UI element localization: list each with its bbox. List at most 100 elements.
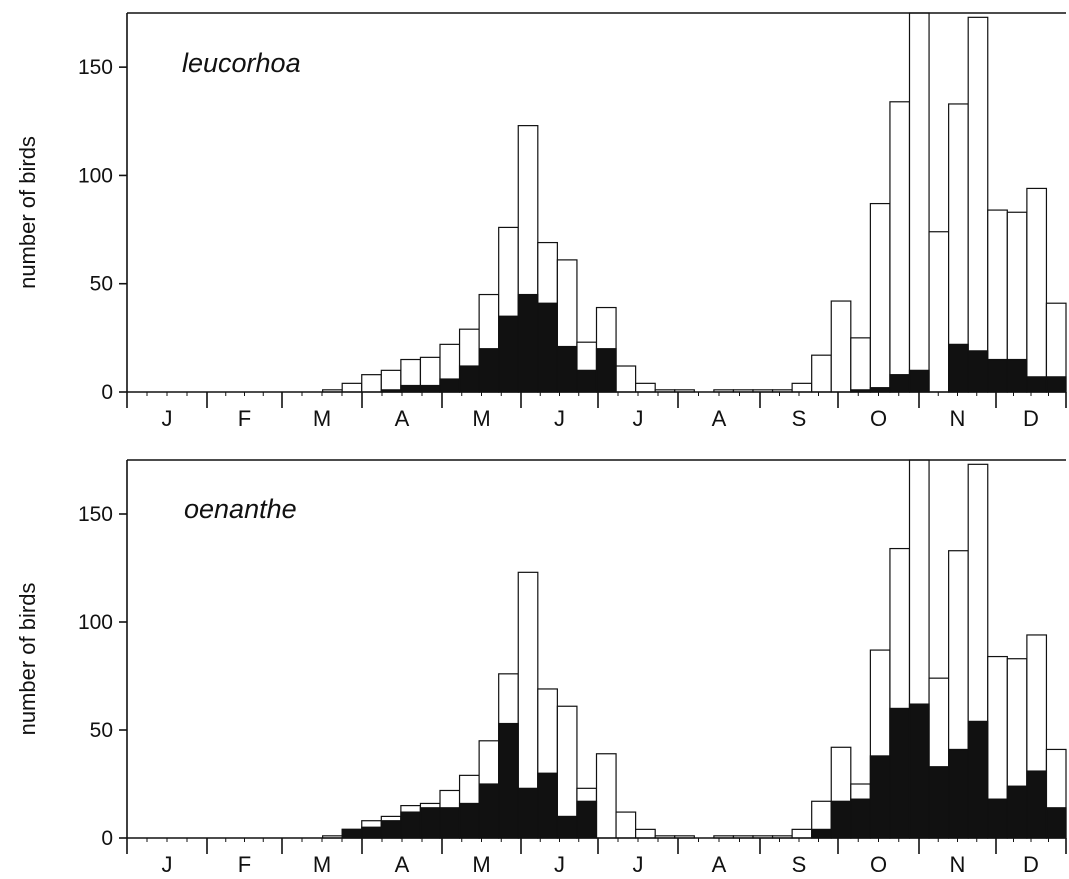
bar-subset	[478, 783, 500, 839]
bar-subset	[419, 384, 441, 393]
bar-subset	[419, 807, 441, 839]
bar-subset	[1006, 785, 1028, 839]
bar-subset	[967, 350, 989, 393]
bar-total	[830, 300, 852, 393]
y-tick-label: 50	[90, 719, 113, 742]
month-label: O	[870, 406, 887, 431]
bar-total	[595, 753, 617, 839]
bar-total	[889, 101, 911, 393]
bar-subset	[908, 369, 930, 393]
bar-subset	[400, 811, 422, 839]
month-label: A	[712, 406, 727, 431]
month-label: S	[792, 406, 807, 431]
month-label: N	[950, 852, 966, 874]
bar-total	[811, 354, 832, 393]
bar-subset	[1026, 376, 1048, 393]
month-label: J	[633, 406, 644, 431]
bar-subset	[478, 348, 500, 393]
month-label: J	[162, 852, 173, 874]
bar-subset	[850, 798, 871, 839]
y-tick-label: 0	[101, 381, 113, 404]
month-label: J	[633, 852, 644, 874]
month-label: A	[395, 852, 410, 874]
bar-total	[380, 369, 402, 393]
month-label: A	[395, 406, 410, 431]
bar-subset	[537, 772, 558, 839]
bar-subset	[908, 703, 930, 839]
y-tick-label: 0	[101, 827, 113, 850]
bar-subset	[1045, 807, 1067, 839]
bar-subset	[811, 828, 832, 839]
bar-subset	[889, 707, 911, 839]
bar-subset	[1045, 376, 1067, 393]
bar-subset	[439, 378, 461, 393]
bar-subset	[889, 374, 911, 393]
bar-total	[341, 382, 363, 393]
month-label: J	[162, 406, 173, 431]
bar-subset	[517, 787, 539, 839]
bar-subset	[595, 348, 617, 393]
bar-subset	[1026, 770, 1048, 839]
open-bars	[322, 12, 1067, 393]
month-label: J	[554, 406, 565, 431]
month-label: S	[792, 852, 807, 874]
y-tick-label: 150	[78, 503, 113, 526]
bar-subset	[830, 800, 852, 839]
bar-subset	[400, 384, 422, 393]
bar-subset	[556, 815, 578, 839]
bar-total	[615, 365, 637, 393]
month-label: N	[950, 406, 966, 431]
bar-total	[791, 828, 813, 839]
bar-subset	[869, 755, 891, 839]
bar-subset	[967, 720, 989, 839]
month-label: M	[313, 852, 331, 874]
month-label: F	[238, 852, 251, 874]
bar-subset	[361, 826, 382, 839]
bar-subset	[928, 766, 950, 839]
y-tick-label: 100	[78, 611, 113, 634]
month-label: J	[554, 852, 565, 874]
month-label: M	[472, 852, 490, 874]
bar-total	[908, 12, 930, 393]
bar-subset	[458, 365, 480, 393]
bar-total	[928, 231, 950, 393]
bar-subset	[517, 293, 539, 393]
month-label: D	[1023, 406, 1039, 431]
y-tick-label: 150	[78, 56, 113, 79]
bar-total	[615, 811, 637, 839]
panel-title: leucorhoa	[182, 48, 301, 78]
bar-subset	[576, 800, 598, 839]
bar-subset	[987, 798, 1008, 839]
bar-total	[791, 382, 813, 393]
bar-subset	[1006, 358, 1028, 393]
y-tick-label: 100	[78, 164, 113, 187]
bar-subset	[948, 748, 969, 839]
month-label: F	[238, 406, 251, 431]
month-label: A	[712, 852, 727, 874]
bar-subset	[987, 358, 1008, 393]
filled-bars	[380, 293, 1067, 393]
bar-subset	[948, 343, 969, 393]
bar-total	[869, 202, 891, 393]
month-label: O	[870, 852, 887, 874]
bar-subset	[498, 315, 519, 393]
month-label: M	[313, 406, 331, 431]
bar-subset	[576, 369, 598, 393]
bar-subset	[458, 802, 480, 839]
panel-title: oenanthe	[184, 494, 297, 524]
y-tick-label: 50	[90, 273, 113, 296]
bar-total	[967, 16, 989, 393]
bar-subset	[341, 828, 363, 839]
bar-total	[1026, 187, 1048, 393]
bar-subset	[498, 722, 519, 839]
bar-subset	[380, 820, 402, 839]
month-label: M	[472, 406, 490, 431]
bar-total	[850, 337, 871, 393]
bar-subset	[556, 345, 578, 393]
bar-subset	[439, 807, 461, 839]
bar-total	[635, 382, 656, 393]
y-axis-label: number of birds	[15, 136, 40, 289]
